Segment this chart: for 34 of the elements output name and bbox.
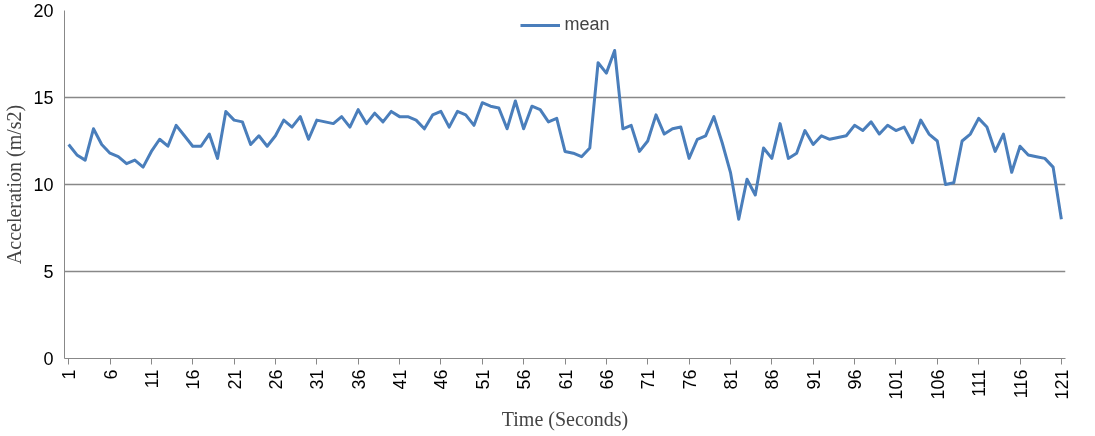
x-tick-label: 6 bbox=[100, 369, 121, 380]
x-tick-label: 26 bbox=[265, 369, 286, 390]
legend-label: mean bbox=[564, 14, 610, 35]
x-tick-label: 56 bbox=[514, 369, 535, 390]
y-tick-label: 15 bbox=[33, 88, 54, 108]
x-tick-label: 91 bbox=[803, 369, 824, 390]
x-tick-label: 21 bbox=[224, 369, 245, 390]
x-tick-label: 76 bbox=[679, 369, 700, 390]
x-tick-label: 51 bbox=[472, 369, 493, 390]
y-tick-label: 5 bbox=[43, 262, 54, 282]
x-tick-label: 1 bbox=[59, 369, 80, 380]
x-tick-label: 61 bbox=[555, 369, 576, 390]
x-tick-label: 71 bbox=[638, 369, 659, 390]
y-axis-title: Acceleration (m/s2) bbox=[3, 104, 27, 265]
y-tick-label: 0 bbox=[43, 349, 54, 369]
x-tick-label: 101 bbox=[886, 369, 907, 400]
x-tick-label: 36 bbox=[348, 369, 369, 390]
x-tick-label: 111 bbox=[969, 369, 990, 397]
x-tick-label: 11 bbox=[141, 369, 162, 389]
x-tick-label: 81 bbox=[720, 369, 741, 390]
x-tick-label: 66 bbox=[596, 369, 617, 390]
x-tick-label: 41 bbox=[390, 369, 411, 390]
x-tick-label: 96 bbox=[845, 369, 866, 390]
x-tick-label: 46 bbox=[431, 369, 452, 390]
line-series bbox=[67, 49, 1063, 221]
x-tick-label: 16 bbox=[183, 369, 204, 390]
x-tick-label: 116 bbox=[1010, 369, 1031, 399]
x-tick-label: 86 bbox=[762, 369, 783, 390]
y-tick-label: 10 bbox=[33, 175, 54, 195]
y-tick-label: 20 bbox=[33, 1, 54, 21]
x-axis-title: Time (Seconds) bbox=[501, 407, 629, 431]
x-tick-label: 106 bbox=[927, 369, 948, 400]
x-tick-label: 121 bbox=[1051, 369, 1072, 400]
x-tick-label: 31 bbox=[307, 369, 328, 390]
